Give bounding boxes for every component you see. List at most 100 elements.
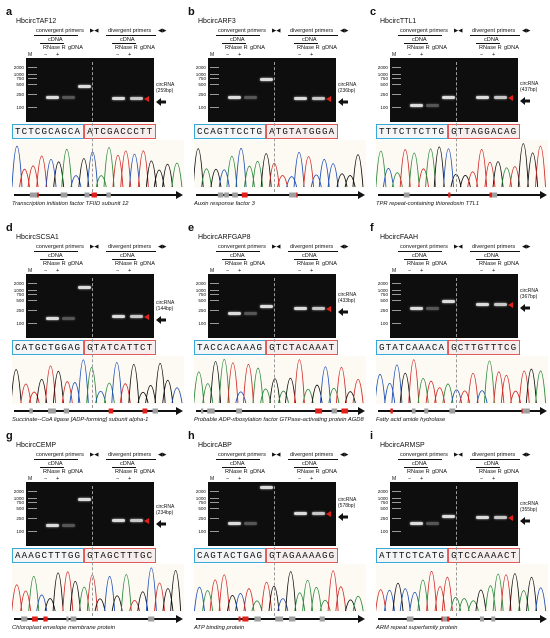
circrna-exon [43,616,48,622]
gene-structure [376,406,548,416]
divergent-primers-icon: ◀▶ [522,28,531,34]
ladder-band [28,294,37,296]
header-underline [404,259,428,260]
gel-band [294,307,307,310]
ladder-size-label: 1000 [13,72,24,77]
circrna-exon [108,408,114,414]
cdna-label-div: cDNA [120,461,135,467]
rnase-label-conv: RNase R [407,469,430,475]
trace-peak [500,375,512,404]
sanger-chromatogram [194,140,366,188]
arrow-icon [338,304,348,316]
circrna-name: HbcircARMSP [380,442,425,449]
header-underline [216,35,260,36]
rnase-sign: + [56,476,60,482]
ladder-size-label: 100 [380,529,388,534]
circrna-size: (437bp) [520,87,538,93]
header-underline [106,251,156,252]
junction-sequence: GTATCAAACA GCTTGTTTCG [376,340,521,355]
convergent-primers-icon: ▶◀ [454,244,463,250]
trace-peak [476,149,488,188]
ladder-band [392,310,401,312]
cdna-label-div: cDNA [120,253,135,259]
ladder-size-label: 500 [16,506,24,511]
gene-exon [29,192,38,198]
rnase-label-div: RNase R [115,45,138,51]
gene-exon [254,616,261,622]
trace-peak [476,390,488,404]
trace-peak [382,168,394,188]
gene-description: Succinate--CoA ligase [ADP-forming] subu… [12,417,149,423]
trace-peak [352,595,364,612]
gene-description: ARM repeat superfamily protein [376,625,458,631]
gene-exon [63,408,70,414]
convergent-primers-icon: ▶◀ [272,452,281,458]
gene-exon [403,192,409,198]
gdna-label-div: gDNA [504,261,519,267]
ladder-band [210,84,219,86]
gene-direction-arrowhead [358,615,365,623]
convergent-primers-icon: ▶◀ [454,28,463,34]
trace-peak [154,363,166,404]
convergent-primers-label: convergent primers [400,28,448,34]
ladder-band [392,502,401,504]
gel-band [312,307,325,310]
trace-peak [268,585,280,612]
circrna-name: HbcircCEMP [16,442,57,449]
sanger-chromatogram [194,356,366,404]
rnase-sign: − [480,268,484,274]
header-underline [294,467,318,468]
trace-peak [399,588,411,612]
rnase-sign: + [310,476,314,482]
cdna-label-div: cDNA [484,461,499,467]
trace-peak [328,387,340,404]
ladder-size-label: 500 [380,298,388,303]
panel-letter: c [370,6,377,18]
trace-peak [77,359,89,404]
gel-image [26,482,154,546]
trace-peak [409,591,421,612]
junction-line [274,486,275,616]
header-underline [294,259,318,260]
red-band-marker [508,95,513,101]
circrna-size: (578bp) [338,503,356,509]
cdna-label-div: cDNA [302,253,317,259]
gel-band [442,300,455,303]
trace-peak [36,155,48,188]
trace-peak [28,575,40,612]
chromatogram-traces [194,570,364,612]
chromatogram-traces [376,143,546,188]
ladder-size-label: 250 [380,92,388,97]
rnase-label-div: RNase R [479,45,502,51]
trace-peak [20,590,32,612]
header-underline [404,43,428,44]
ladder-band [392,294,401,296]
trace-peak [434,586,446,612]
ladder-band [392,67,401,69]
ladder-size-label: 750 [380,500,388,505]
rnase-sign: + [128,268,132,274]
gene-exon [84,192,90,198]
ladder-band [210,283,219,285]
convergent-primers-label: convergent primers [218,452,266,458]
trace-peak [535,370,547,404]
gel-band [244,96,257,99]
ladder-size-label: 1000 [195,288,206,293]
ladder-size-label: 500 [198,506,206,511]
ladder-band [28,502,37,504]
gene-exon [442,616,448,622]
rnase-sign: − [298,476,302,482]
circrna-label: circRNA [520,501,539,507]
gene-model [196,407,365,415]
ladder-size-label: 500 [16,298,24,303]
rnase-sign: − [408,476,412,482]
gdna-label-conv: gDNA [68,261,83,267]
gene-description: Probable ADP-ribosylation factor GTPase-… [194,417,364,423]
rnase-sign: + [238,268,242,274]
trace-peak [20,383,32,404]
gel-image [208,274,336,338]
trace-peak [485,585,496,612]
ladder-band [28,67,37,69]
ladder-band [28,323,37,325]
rnase-label-div: RNase R [115,261,138,267]
